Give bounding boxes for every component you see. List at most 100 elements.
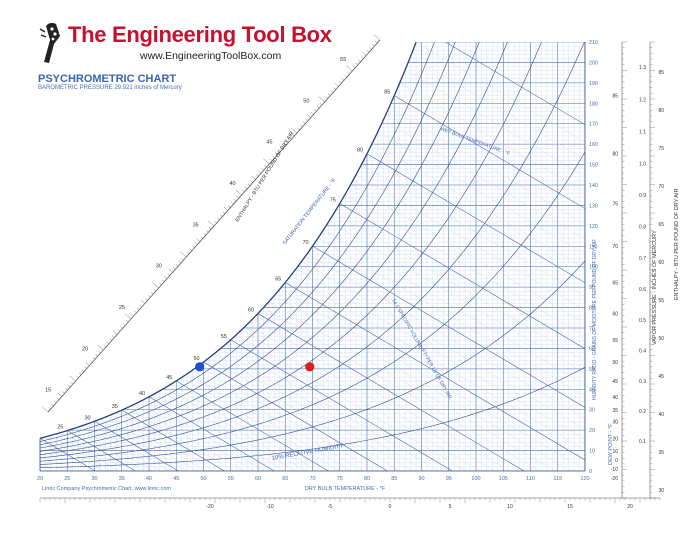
enthalpy-right-label: 50 bbox=[658, 336, 664, 342]
humidity-tick-label: 10 bbox=[589, 449, 595, 455]
enthalpy-ruler-tick bbox=[48, 406, 51, 410]
enthalpy-ruler-tick bbox=[67, 385, 71, 388]
enthalpy-ruler-tick bbox=[168, 269, 173, 273]
enthalpy-ruler-tick bbox=[362, 52, 367, 56]
enthalpy-ruler-tick bbox=[305, 118, 309, 121]
enthalpy-ruler-tick bbox=[70, 381, 74, 385]
enthalpy-ruler-tick bbox=[366, 50, 370, 53]
humidity-tick-label: 150 bbox=[589, 163, 598, 169]
enthalpy-ruler-tick bbox=[291, 133, 295, 137]
wet-bulb-line bbox=[328, 221, 585, 471]
enthalpy-ruler-tick bbox=[123, 323, 126, 326]
wet-bulb-line bbox=[415, 42, 585, 471]
chart-credit: Linric Company Psychrometric Chart, www.… bbox=[42, 486, 171, 492]
enthalpy-ruler-tick bbox=[136, 307, 140, 310]
chart-subtitle: BAROMETRIC PRESSURE 29.921 inches of Mer… bbox=[38, 85, 182, 91]
enthalpy-ruler-tick bbox=[334, 83, 339, 87]
saturation-tick-label: 75 bbox=[330, 198, 336, 204]
enthalpy-scale-label: 15 bbox=[45, 388, 51, 394]
saturation-title: SATURATION TEMPERATURE - °F bbox=[282, 177, 338, 246]
website-link[interactable]: www.EngineeringToolBox.com bbox=[140, 50, 282, 62]
vapor-pressure-label: 1.1 bbox=[639, 130, 646, 136]
enthalpy-ruler-tick bbox=[361, 56, 364, 59]
wet-bulb-line bbox=[301, 261, 585, 471]
enthalpy-ruler-tick bbox=[207, 220, 215, 227]
saturation-tick-label: 35 bbox=[112, 404, 118, 410]
enthalpy-ruler-tick bbox=[283, 143, 287, 146]
enthalpy-ruler-tick bbox=[145, 298, 148, 301]
enthalpy-ruler-tick bbox=[302, 121, 306, 124]
wet-bulb-line bbox=[317, 237, 585, 471]
main-grid bbox=[40, 42, 585, 471]
enthalpy-ruler-tick bbox=[313, 109, 317, 112]
x-tick-label: 95 bbox=[446, 476, 452, 482]
enthalpy-ruler-tick bbox=[56, 397, 60, 400]
humidity-tick-label: 200 bbox=[589, 60, 598, 66]
vapor-pressure-label: 0.5 bbox=[639, 318, 646, 324]
vapor-pressure-label: 1.0 bbox=[639, 161, 646, 167]
wet-bulb-line bbox=[410, 56, 585, 471]
enthalpy-ruler-tick bbox=[290, 127, 298, 134]
enthalpy-ruler-tick bbox=[272, 155, 275, 158]
enthalpy-ruler-tick bbox=[53, 400, 57, 403]
enthalpy-ruler-tick bbox=[217, 217, 220, 220]
vapor-pressure-label: 0.8 bbox=[639, 225, 646, 231]
wet-bulb-line bbox=[377, 131, 585, 471]
wet-bulb-line bbox=[99, 419, 188, 471]
enthalpy-ruler-tick bbox=[306, 114, 311, 118]
dew-point-label: 85 bbox=[612, 94, 618, 100]
wet-bulb-line bbox=[247, 324, 495, 471]
humidity-tick-label: 210 bbox=[589, 40, 598, 46]
dew-point-label: 0 bbox=[615, 458, 618, 464]
enthalpy-ruler-tick bbox=[374, 40, 378, 44]
chart-frame bbox=[39, 42, 586, 472]
enthalpy-ruler-tick bbox=[81, 369, 85, 372]
humidity-tick-label: 110 bbox=[589, 244, 597, 250]
enthalpy-right-title: ENTHALPY - BTU PER POUND OF DRY AIR bbox=[674, 188, 680, 300]
brand-title[interactable]: The Engineering Tool Box bbox=[68, 22, 332, 47]
x-tick-label: 85 bbox=[391, 476, 397, 482]
wet-bulb-line bbox=[208, 357, 401, 471]
saturation-tick-label: 30 bbox=[85, 415, 91, 421]
wet-bulb-line bbox=[323, 229, 585, 471]
x-tick-label: 115 bbox=[553, 476, 562, 482]
enthalpy-ruler-tick bbox=[180, 251, 187, 258]
humidity-tick-label: 0 bbox=[589, 469, 592, 475]
wet-bulb-line bbox=[192, 369, 364, 471]
enthalpy-ruler-tick bbox=[57, 393, 62, 397]
x-tick-label: 70 bbox=[309, 476, 315, 482]
enthalpy-ruler-tick bbox=[62, 391, 65, 394]
wet-bulb-line bbox=[50, 435, 112, 471]
wet-bulb-line bbox=[372, 142, 585, 471]
wet-bulb-line bbox=[181, 377, 340, 471]
enthalpy-ruler-tick bbox=[242, 189, 245, 193]
enthalpy-ruler-tick bbox=[76, 375, 79, 379]
vapor-pressure-label: 0.9 bbox=[639, 193, 646, 199]
x-tick-label: 65 bbox=[282, 476, 288, 482]
enthalpy-ruler-tick bbox=[134, 310, 137, 313]
wet-bulb-line bbox=[105, 416, 197, 471]
rh-curve bbox=[40, 42, 439, 442]
dew-point-label: 70 bbox=[612, 244, 618, 250]
enthalpy-ruler-tick bbox=[167, 273, 170, 276]
enthalpy-scale-label: 40 bbox=[230, 181, 236, 187]
humidity-tick-label: 30 bbox=[589, 408, 595, 414]
enthalpy-ruler-tick bbox=[153, 288, 157, 292]
enthalpy-ruler-tick bbox=[261, 168, 264, 171]
rh-curve bbox=[40, 42, 420, 439]
enthalpy-ruler-tick bbox=[203, 233, 206, 236]
wet-bulb-line bbox=[361, 164, 585, 471]
wet-bulb-line bbox=[143, 399, 265, 471]
saturation-tick-label: 85 bbox=[384, 90, 390, 96]
enthalpy-right-label: 55 bbox=[658, 298, 664, 304]
enthalpy-ruler-tick bbox=[117, 329, 121, 332]
humidity-tick-label: 40 bbox=[589, 387, 595, 393]
enthalpy-ruler-tick bbox=[109, 338, 112, 341]
enthalpy-ruler-tick bbox=[289, 137, 292, 140]
wet-bulb-line bbox=[176, 380, 329, 471]
enthalpy-ruler-tick bbox=[352, 65, 356, 69]
saturation-tick-label: 25 bbox=[57, 425, 63, 431]
enthalpy-ruler-tick bbox=[373, 34, 381, 41]
enthalpy-right-label: 40 bbox=[658, 412, 664, 418]
wet-bulb-line bbox=[67, 430, 136, 471]
